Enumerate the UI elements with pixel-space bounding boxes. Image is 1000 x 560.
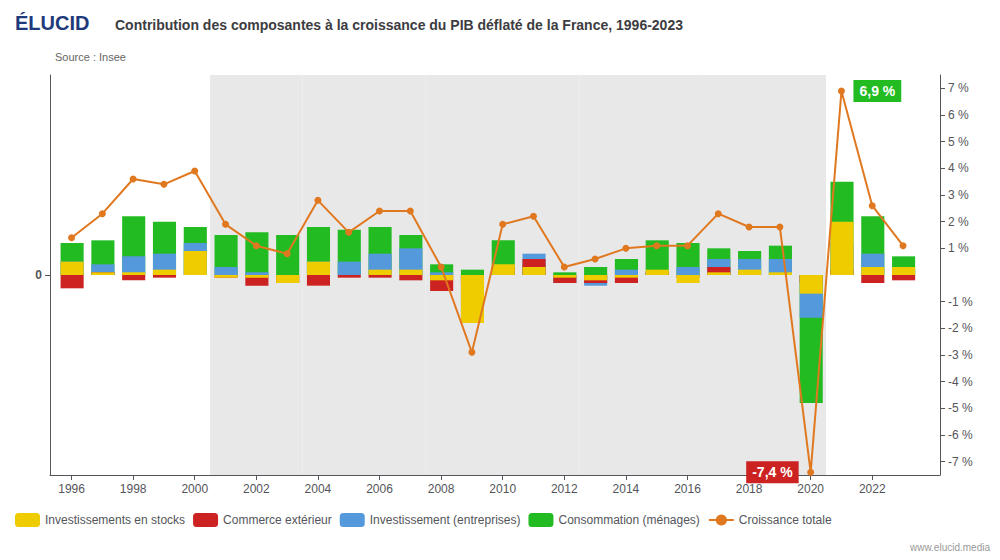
svg-text:2008: 2008 (428, 482, 455, 496)
svg-text:2016: 2016 (674, 482, 701, 496)
svg-text:2000: 2000 (181, 482, 208, 496)
svg-text:2020: 2020 (797, 482, 824, 496)
svg-text:Contribution des composantes à: Contribution des composantes à la croiss… (115, 17, 683, 33)
svg-text:Investissements en stocks: Investissements en stocks (45, 513, 185, 527)
svg-text:6 %: 6 % (948, 108, 969, 122)
svg-text:Source : Insee: Source : Insee (55, 51, 126, 63)
svg-text:2006: 2006 (366, 482, 393, 496)
svg-text:-2 %: -2 % (948, 321, 973, 335)
svg-text:2014: 2014 (613, 482, 640, 496)
svg-text:ÉLUCID: ÉLUCID (15, 12, 89, 34)
svg-text:1996: 1996 (58, 482, 85, 496)
svg-text:5 %: 5 % (948, 135, 969, 149)
svg-text:6,9 %: 6,9 % (859, 83, 895, 99)
svg-text:3 %: 3 % (948, 188, 969, 202)
svg-text:-7 %: -7 % (948, 455, 973, 469)
svg-text:2012: 2012 (551, 482, 578, 496)
svg-text:2018: 2018 (736, 482, 763, 496)
svg-text:2 %: 2 % (948, 215, 969, 229)
svg-text:-6 %: -6 % (948, 428, 973, 442)
svg-text:-4 %: -4 % (948, 375, 973, 389)
svg-text:1998: 1998 (120, 482, 147, 496)
svg-text:Consommation (ménages): Consommation (ménages) (558, 513, 699, 527)
svg-text:4 %: 4 % (948, 161, 969, 175)
svg-text:-3 %: -3 % (948, 348, 973, 362)
svg-text:2002: 2002 (243, 482, 270, 496)
svg-text:2004: 2004 (305, 482, 332, 496)
svg-text:-5 %: -5 % (948, 401, 973, 415)
svg-text:7 %: 7 % (948, 81, 969, 95)
svg-text:-1 %: -1 % (948, 295, 973, 309)
svg-text:Croissance totale: Croissance totale (739, 513, 832, 527)
svg-text:www.elucid.media: www.elucid.media (909, 542, 990, 553)
svg-text:-7,4 %: -7,4 % (752, 464, 793, 480)
svg-text:Investissement (entreprises): Investissement (entreprises) (370, 513, 521, 527)
svg-text:Commerce extérieur: Commerce extérieur (223, 513, 332, 527)
svg-text:1 %: 1 % (948, 241, 969, 255)
svg-text:0: 0 (35, 268, 42, 282)
svg-text:2010: 2010 (489, 482, 516, 496)
svg-text:2022: 2022 (859, 482, 886, 496)
